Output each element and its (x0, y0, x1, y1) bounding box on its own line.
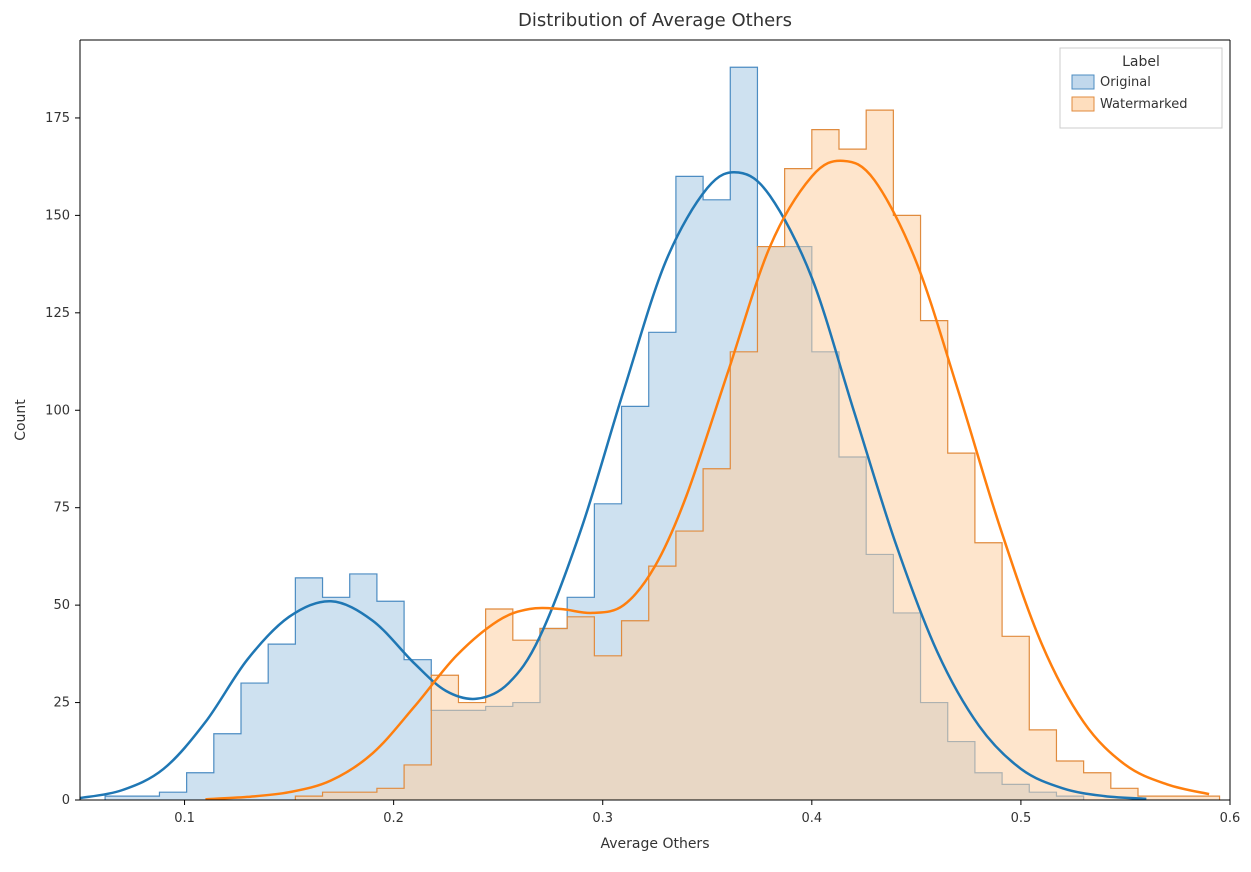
y-tick-label: 100 (45, 403, 70, 418)
x-axis-label: Average Others (601, 836, 710, 852)
y-tick-label: 0 (62, 793, 70, 808)
y-tick-label: 150 (45, 208, 70, 223)
y-tick-label: 25 (53, 696, 70, 711)
legend-title: Label (1122, 54, 1160, 70)
x-tick-label: 0.4 (801, 811, 822, 826)
x-tick-label: 0.2 (383, 811, 404, 826)
legend-label: Watermarked (1100, 97, 1188, 112)
legend-swatch (1072, 97, 1094, 111)
chart-container: Distribution of Average Others 0.1 0.2 0.3 0… (0, 0, 1251, 872)
y-tick-label: 50 (53, 598, 70, 613)
histogram-chart: Distribution of Average Others 0.1 0.2 0.3 0… (0, 0, 1251, 872)
x-tick-label: 0.6 (1220, 811, 1241, 826)
chart-title: Distribution of Average Others (518, 10, 792, 31)
y-axis-label: Count (13, 399, 29, 441)
y-tick-label: 75 (53, 501, 70, 516)
legend-swatch (1072, 75, 1094, 89)
x-tick-label: 0.3 (592, 811, 613, 826)
x-tick-label: 0.1 (174, 811, 195, 826)
y-tick-label: 125 (45, 306, 70, 321)
x-tick-label: 0.5 (1011, 811, 1032, 826)
y-tick-label: 175 (45, 111, 70, 126)
legend-label: Original (1100, 75, 1151, 90)
